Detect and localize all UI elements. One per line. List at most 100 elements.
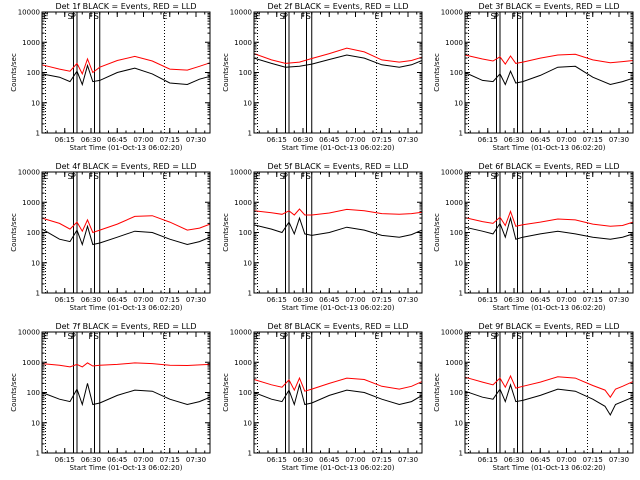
x-tick-label: 07:30 [398,136,418,144]
y-tick-label: 1 [248,290,252,298]
x-tick-label: 07:30 [609,296,629,304]
x-axis-label: Start Time (01-Oct-13 06:02:20) [493,144,606,152]
s-marker-label: S [491,12,496,21]
series-lld [41,362,211,368]
e-marker-label: E [375,172,380,181]
e-marker-label: E [44,332,49,341]
x-tick-label: 06:30 [504,136,524,144]
y-tick-label: 10 [454,419,463,427]
s-marker-label: S [517,12,522,21]
x-tick-label: 06:15 [267,136,287,144]
s-marker-label: S [306,332,311,341]
y-tick-label: 100 [27,389,40,397]
x-tick-label: 07:00 [345,456,365,464]
x-tick-label: 07:00 [133,456,153,464]
panel-title: Det 1f BLACK = Events, RED = LLD [55,2,196,11]
panel-1: Det 1f BLACK = Events, RED = LLDEESSPF11… [10,2,211,152]
panel-title: Det 6f BLACK = Events, RED = LLD [478,162,619,171]
x-tick-label: 06:30 [293,296,313,304]
e-marker-label: E [163,172,168,181]
y-tick-label: 10000 [441,9,463,17]
s-marker-label: S [68,332,73,341]
x-axis-label: Start Time (01-Oct-13 06:02:20) [493,464,606,472]
x-tick-label: 07:30 [609,136,629,144]
y-tick-label: 1000 [22,199,40,207]
series-lld [464,53,634,65]
y-axis-label: Counts/sec [10,373,18,412]
y-tick-label: 1 [459,130,463,138]
y-axis-label: Counts/sec [433,53,441,92]
x-tick-label: 06:15 [55,456,75,464]
plot-frame [41,11,211,134]
x-tick-label: 07:15 [583,296,603,304]
s-marker-label: S [306,12,311,21]
x-axis-label: Start Time (01-Oct-13 06:02:20) [282,464,395,472]
x-tick-label: 06:45 [107,136,127,144]
y-tick-label: 1 [36,130,40,138]
x-tick-label: 07:00 [133,136,153,144]
e-marker-label: E [256,332,261,341]
p-marker-label: P [283,172,288,181]
s-marker-label: S [68,172,73,181]
panel-5: Det 5f BLACK = Events, RED = LLDEESSPF11… [222,162,423,312]
x-tick-label: 06:45 [107,296,127,304]
y-tick-label: 100 [239,69,252,77]
series-events [41,383,211,407]
x-tick-label: 06:15 [267,456,287,464]
series-events [41,63,211,87]
x-axis-label: Start Time (01-Oct-13 06:02:20) [282,144,395,152]
y-tick-label: 1000 [22,39,40,47]
y-tick-label: 10000 [441,329,463,337]
x-tick-label: 07:00 [345,136,365,144]
y-tick-label: 100 [450,229,463,237]
x-tick-label: 07:00 [556,136,576,144]
y-tick-label: 1 [459,450,463,458]
e-marker-label: E [467,172,472,181]
x-tick-label: 06:30 [293,136,313,144]
x-tick-label: 06:30 [293,456,313,464]
x-tick-label: 07:15 [583,136,603,144]
y-tick-label: 10000 [18,9,40,17]
e-marker-label: E [586,12,591,21]
x-axis-label: Start Time (01-Oct-13 06:02:20) [70,464,183,472]
x-tick-label: 06:30 [504,456,524,464]
series-lld [253,376,423,392]
plot-frame [253,171,423,294]
panel-9: Det 9f BLACK = Events, RED = LLDEESSPF11… [433,322,634,472]
panel-7: Det 7f BLACK = Events, RED = LLDEESSPF11… [10,322,211,472]
x-axis-label: Start Time (01-Oct-13 06:02:20) [70,144,183,152]
plot-frame [41,171,211,294]
y-tick-label: 1000 [234,199,252,207]
x-tick-label: 06:45 [530,296,550,304]
y-axis-label: Counts/sec [10,213,18,252]
x-axis-label: Start Time (01-Oct-13 06:02:20) [282,304,395,312]
e-marker-label: E [44,12,49,21]
p-marker-label: P [283,332,288,341]
s-marker-label: S [94,12,99,21]
x-tick-label: 07:15 [372,136,392,144]
s-marker-label: S [280,12,285,21]
panel-title: Det 7f BLACK = Events, RED = LLD [55,322,196,331]
p-marker-label: P [494,332,499,341]
series-lld [41,215,211,234]
s-marker-label: S [94,172,99,181]
x-tick-label: 06:15 [478,136,498,144]
p-marker-label: P [494,172,499,181]
e-marker-label: E [163,12,168,21]
y-tick-label: 1000 [445,199,463,207]
y-tick-label: 10000 [18,169,40,177]
p-marker-label: P [283,12,288,21]
y-axis-label: Counts/sec [433,213,441,252]
y-tick-label: 1000 [234,359,252,367]
y-axis-label: Counts/sec [222,213,230,252]
x-tick-label: 06:15 [55,296,75,304]
e-marker-label: E [163,332,168,341]
e-marker-label: E [44,172,49,181]
x-tick-label: 07:15 [160,456,180,464]
y-tick-label: 10 [243,99,252,107]
s-marker-label: S [68,12,73,21]
series-lld [253,208,423,216]
y-tick-label: 10000 [441,169,463,177]
y-tick-label: 10 [31,99,40,107]
